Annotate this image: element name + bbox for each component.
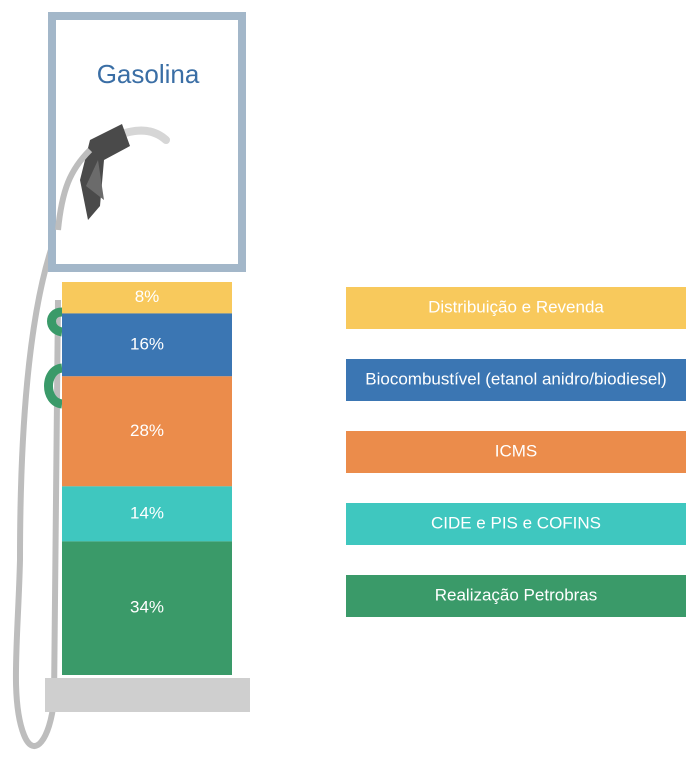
segment-label: 34% <box>130 598 164 617</box>
segment-label: 8% <box>135 287 160 306</box>
segment-label: 16% <box>130 334 164 353</box>
legend-label: Biocombustível (etanol anidro/biodiesel) <box>365 369 666 388</box>
legend-label: CIDE e PIS e COFINS <box>431 513 601 532</box>
legend-label: ICMS <box>495 441 538 460</box>
chart-title: Gasolina <box>97 59 200 89</box>
pump-screen <box>52 16 242 268</box>
stack: 8% 16% 28% 14% 34% <box>62 282 232 675</box>
segment-label: 28% <box>130 421 164 440</box>
legend-label: Distribuição e Revenda <box>428 297 604 316</box>
chart: Gasolina 8% 16% 28% 14% 34% Distribuição e R… <box>0 0 686 764</box>
legend-label: Realização Petrobras <box>435 585 598 604</box>
legend: Distribuição e Revenda Biocombustível (et… <box>346 287 686 617</box>
page: Gasolina 8% 16% 28% 14% 34% Distribuição e R… <box>0 0 686 764</box>
segment-label: 14% <box>130 503 164 522</box>
hose <box>16 230 58 746</box>
pump-base <box>45 678 250 712</box>
